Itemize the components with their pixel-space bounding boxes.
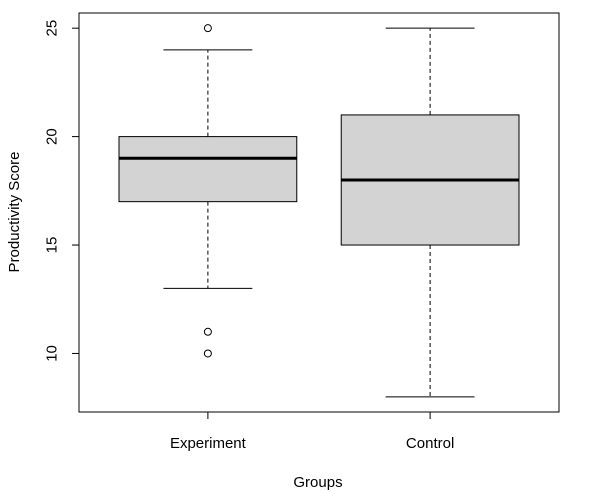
y-tick-label: 20 [44,128,61,145]
box-group-2 [340,27,520,398]
x-tick-label: Experiment [170,435,247,452]
y-axis: 10 15 20 25 [44,20,80,362]
x-axis-title: Groups [293,474,342,491]
box-group-1 [118,24,298,358]
y-axis-title: Productivity Score [6,152,23,273]
y-tick-label: 25 [44,20,61,37]
x-axis: Experiment Control [170,411,454,452]
outlier-point [203,327,212,336]
plot-layer [118,24,520,398]
outlier-point [203,24,212,33]
y-tick-label: 15 [44,237,61,254]
box [118,136,298,203]
y-tick-label: 10 [44,345,61,362]
outlier-point [203,349,212,358]
x-tick-label: Control [406,435,454,452]
